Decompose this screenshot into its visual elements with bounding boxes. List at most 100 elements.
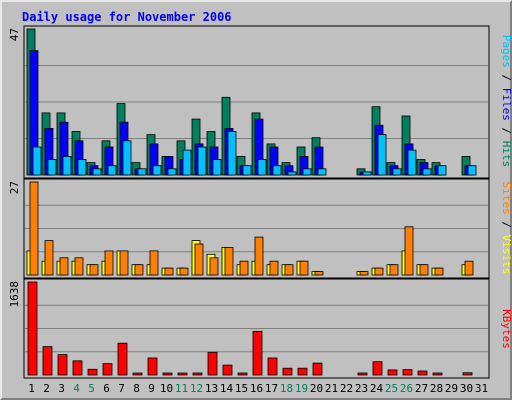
bar-pages-day-13 xyxy=(212,159,222,176)
legend-entry: Files xyxy=(500,88,512,121)
bar-sites-day-4 xyxy=(74,257,84,276)
x-tick-label-day-29: 29 xyxy=(445,382,458,395)
x-tick-label-day-3: 3 xyxy=(58,382,65,395)
bar-sites-day-15 xyxy=(239,260,249,276)
bar-sites-day-16 xyxy=(254,236,264,276)
bar-sites-day-23 xyxy=(359,271,369,276)
bar-sites-day-18 xyxy=(284,264,294,276)
bar-pages-day-24 xyxy=(377,134,387,176)
chart-title: Daily usage for November 2006 xyxy=(22,10,232,24)
bar-pages-day-4 xyxy=(77,159,87,176)
bar-sites-day-1 xyxy=(29,181,39,276)
bar-kbytes-day-8 xyxy=(132,372,143,376)
bar-kbytes-day-15 xyxy=(237,372,248,376)
bar-sites-day-10 xyxy=(164,267,174,276)
x-tick-label-day-20: 20 xyxy=(310,382,323,395)
legend-entry: Sites xyxy=(500,182,512,215)
x-tick-label-day-12: 12 xyxy=(190,382,203,395)
bar-sites-day-12 xyxy=(194,243,204,276)
x-tick-label-day-15: 15 xyxy=(235,382,248,395)
x-tick-label-day-10: 10 xyxy=(160,382,173,395)
bar-sites-day-27 xyxy=(419,264,429,276)
bar-sites-day-9 xyxy=(149,250,159,276)
bar-pages-day-15 xyxy=(242,165,252,176)
bar-kbytes-day-24 xyxy=(372,361,383,376)
x-tick-label-day-9: 9 xyxy=(148,382,155,395)
bar-pages-day-3 xyxy=(62,155,72,176)
panel-kbytes-legend: KBytes xyxy=(500,309,512,349)
bar-pages-day-16 xyxy=(257,159,267,176)
bar-kbytes-day-3 xyxy=(57,354,68,376)
bar-pages-day-27 xyxy=(422,168,432,176)
legend-entry: / xyxy=(500,215,512,235)
bar-sites-day-20 xyxy=(314,271,324,276)
bar-kbytes-day-30 xyxy=(462,372,473,376)
bar-kbytes-day-5 xyxy=(87,368,98,376)
bar-kbytes-day-7 xyxy=(117,342,128,376)
bar-kbytes-day-2 xyxy=(42,346,53,376)
legend-entry: KBytes xyxy=(500,309,512,349)
bar-pages-day-23 xyxy=(362,171,372,176)
bar-kbytes-day-26 xyxy=(402,369,413,376)
legend-entry: Visits xyxy=(500,235,512,275)
bar-sites-day-8 xyxy=(134,264,144,276)
legend-entry: / xyxy=(500,121,512,141)
x-tick-label-day-17: 17 xyxy=(265,382,278,395)
panel-visits-max-label: 27 xyxy=(8,181,21,194)
bar-pages-day-2 xyxy=(47,159,57,176)
bar-sites-day-25 xyxy=(389,264,399,276)
bar-sites-day-30 xyxy=(464,260,474,276)
x-tick-label-day-2: 2 xyxy=(43,382,50,395)
x-tick-label-day-19: 19 xyxy=(295,382,308,395)
bar-sites-day-19 xyxy=(299,260,309,276)
panel-hits-legend: Pages / Files / Hits xyxy=(500,35,512,168)
x-tick-label-day-16: 16 xyxy=(250,382,263,395)
bar-kbytes-day-20 xyxy=(312,362,323,376)
bar-kbytes-day-19 xyxy=(297,367,308,376)
x-tick-label-day-13: 13 xyxy=(205,382,218,395)
bar-pages-day-8 xyxy=(137,168,147,176)
bar-pages-day-12 xyxy=(197,146,207,176)
panel-kbytes-max-label: 1638 xyxy=(8,281,21,308)
bar-sites-day-6 xyxy=(104,250,114,276)
x-tick-label-day-14: 14 xyxy=(220,382,234,395)
bar-pages-day-19 xyxy=(302,168,312,176)
x-tick-label-day-27: 27 xyxy=(415,382,428,395)
x-tick-label-day-21: 21 xyxy=(325,382,338,395)
bar-kbytes-day-18 xyxy=(282,367,293,376)
x-tick-label-day-18: 18 xyxy=(280,382,293,395)
x-tick-label-day-5: 5 xyxy=(88,382,95,395)
bar-kbytes-day-28 xyxy=(432,372,443,376)
bar-pages-day-26 xyxy=(407,149,417,176)
x-tick-label-day-22: 22 xyxy=(340,382,353,395)
x-tick-label-day-8: 8 xyxy=(133,382,140,395)
panel-visits-legend: Sites / Visits xyxy=(500,182,512,275)
bar-kbytes-day-4 xyxy=(72,360,83,376)
x-tick-label-day-26: 26 xyxy=(400,382,413,395)
x-tick-label-day-24: 24 xyxy=(370,382,384,395)
bar-kbytes-day-12 xyxy=(192,372,203,376)
bar-pages-day-10 xyxy=(167,168,177,176)
bar-kbytes-day-1 xyxy=(27,281,38,376)
bar-pages-day-30 xyxy=(467,165,477,176)
bar-kbytes-day-11 xyxy=(177,372,188,376)
bar-pages-day-9 xyxy=(152,165,162,176)
bar-sites-day-13 xyxy=(209,257,219,276)
x-tick-label-day-23: 23 xyxy=(355,382,368,395)
legend-entry: / xyxy=(500,68,512,88)
panel-hits-max-label: 47 xyxy=(8,28,21,41)
bar-pages-day-28 xyxy=(437,165,447,176)
bar-sites-day-24 xyxy=(374,267,384,276)
legend-entry: Pages xyxy=(500,35,512,68)
bar-sites-day-28 xyxy=(434,267,444,276)
bar-pages-day-5 xyxy=(92,168,102,176)
x-tick-label-day-28: 28 xyxy=(430,382,443,395)
bar-kbytes-day-16 xyxy=(252,330,263,376)
bar-pages-day-25 xyxy=(392,168,402,176)
bar-sites-day-2 xyxy=(44,240,54,276)
bar-pages-day-17 xyxy=(272,165,282,176)
bar-sites-day-5 xyxy=(89,264,99,276)
bar-pages-day-14 xyxy=(227,131,237,176)
bar-kbytes-day-14 xyxy=(222,364,233,376)
